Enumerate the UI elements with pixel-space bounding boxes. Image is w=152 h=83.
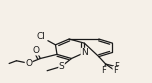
Text: Cl: Cl: [36, 33, 45, 42]
Text: O: O: [25, 59, 32, 68]
Text: S: S: [59, 62, 64, 71]
Text: N: N: [81, 48, 88, 57]
Text: F: F: [114, 62, 119, 71]
Text: O: O: [33, 46, 40, 55]
Text: F: F: [101, 66, 106, 75]
Text: F: F: [113, 66, 118, 75]
Text: Cl: Cl: [36, 32, 45, 41]
